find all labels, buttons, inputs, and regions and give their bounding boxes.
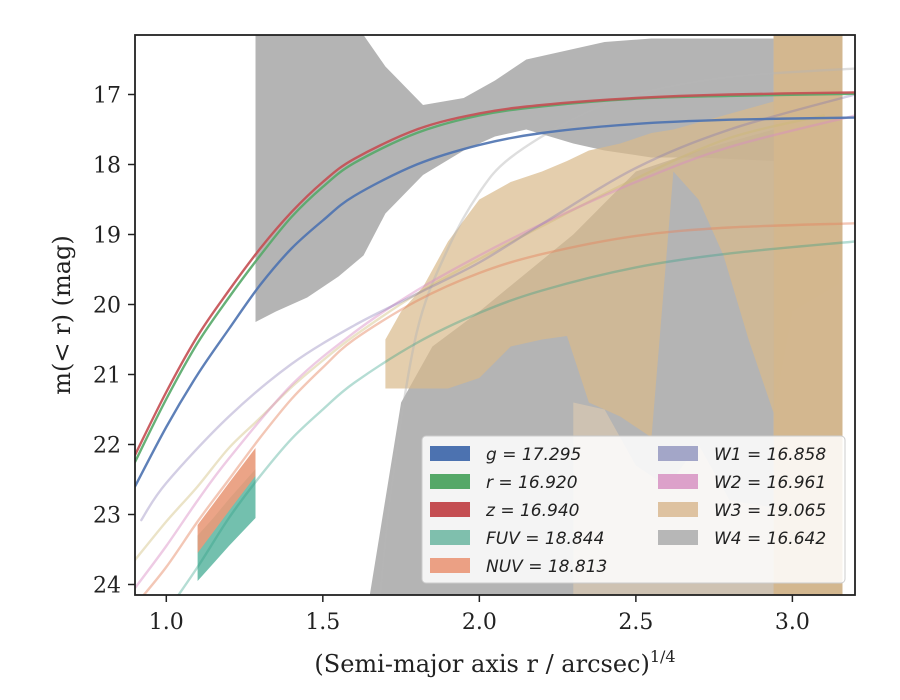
axis-ticks: 1.0 1.5 2.0 2.5 3.0 17 18 19 20 21 22 23 24 [93, 84, 810, 636]
legend-label-w1: W1 = 16.858 [714, 445, 826, 465]
legend-label-w4: W4 = 16.642 [714, 529, 826, 549]
series-line-g [135, 116, 855, 488]
legend-label-w2: W2 = 16.961 [714, 473, 826, 493]
x-tick-label: 1.0 [149, 610, 184, 635]
series-line-nuv [142, 222, 855, 595]
y-tick-label: 23 [93, 504, 121, 529]
band-nuv-7 [197, 448, 256, 553]
legend-label-w3: W3 = 19.065 [714, 501, 826, 521]
y-tick-label: 22 [93, 434, 121, 459]
x-tick-label: 1.5 [305, 610, 340, 635]
legend-swatch-nuv [430, 558, 470, 573]
series-line-z [135, 91, 855, 457]
series-line-w3 [135, 114, 825, 562]
curve-lines [135, 67, 855, 595]
legend-label-nuv: NUV = 18.813 [486, 557, 607, 577]
series-line-fuv [177, 240, 855, 595]
band-w3-2 [385, 87, 840, 438]
y-tick-label: 19 [93, 224, 121, 249]
legend-swatch-w2 [658, 474, 698, 489]
y-tick-label: 17 [93, 84, 121, 109]
y-axis-title: m(< r) (mag) [48, 235, 76, 394]
band-w4-0 [255, 35, 774, 322]
y-tick-label: 21 [93, 364, 121, 389]
band-fuv-6 [197, 469, 256, 581]
y-tick-label: 24 [93, 574, 121, 599]
x-tick-label: 2.5 [618, 610, 653, 635]
legend-swatch-fuv [430, 530, 470, 545]
legend-label-fuv: FUV = 18.844 [486, 529, 604, 549]
legend-label-g: g = 17.295 [486, 445, 581, 465]
x-tick-label: 3.0 [775, 610, 810, 635]
legend-box [421, 435, 846, 584]
legend-swatch-z [430, 502, 470, 517]
legend-swatch-w3 [658, 502, 698, 517]
plot-frame [134, 34, 856, 596]
series-line-w4 [379, 67, 855, 595]
legend-swatch-r [430, 474, 470, 489]
legend-label-z: z = 16.940 [485, 501, 579, 521]
legend-swatch-w1 [658, 446, 698, 461]
x-tick-label: 2.0 [462, 610, 497, 635]
legend-swatch-g [430, 446, 470, 461]
y-tick-label: 20 [93, 294, 121, 319]
legend-swatch-w4 [658, 530, 698, 545]
x-axis-title: (Semi-major axis r / arcsec)1/4 [314, 647, 675, 678]
legend: g = 17.295 r = 16.920 z = 16.940 FUV = 18.8… [421, 435, 846, 584]
legend-label-r: r = 16.920 [486, 473, 578, 493]
y-tick-label: 18 [93, 154, 121, 179]
series-line-w1 [140, 93, 855, 522]
series-line-w2 [135, 114, 855, 590]
